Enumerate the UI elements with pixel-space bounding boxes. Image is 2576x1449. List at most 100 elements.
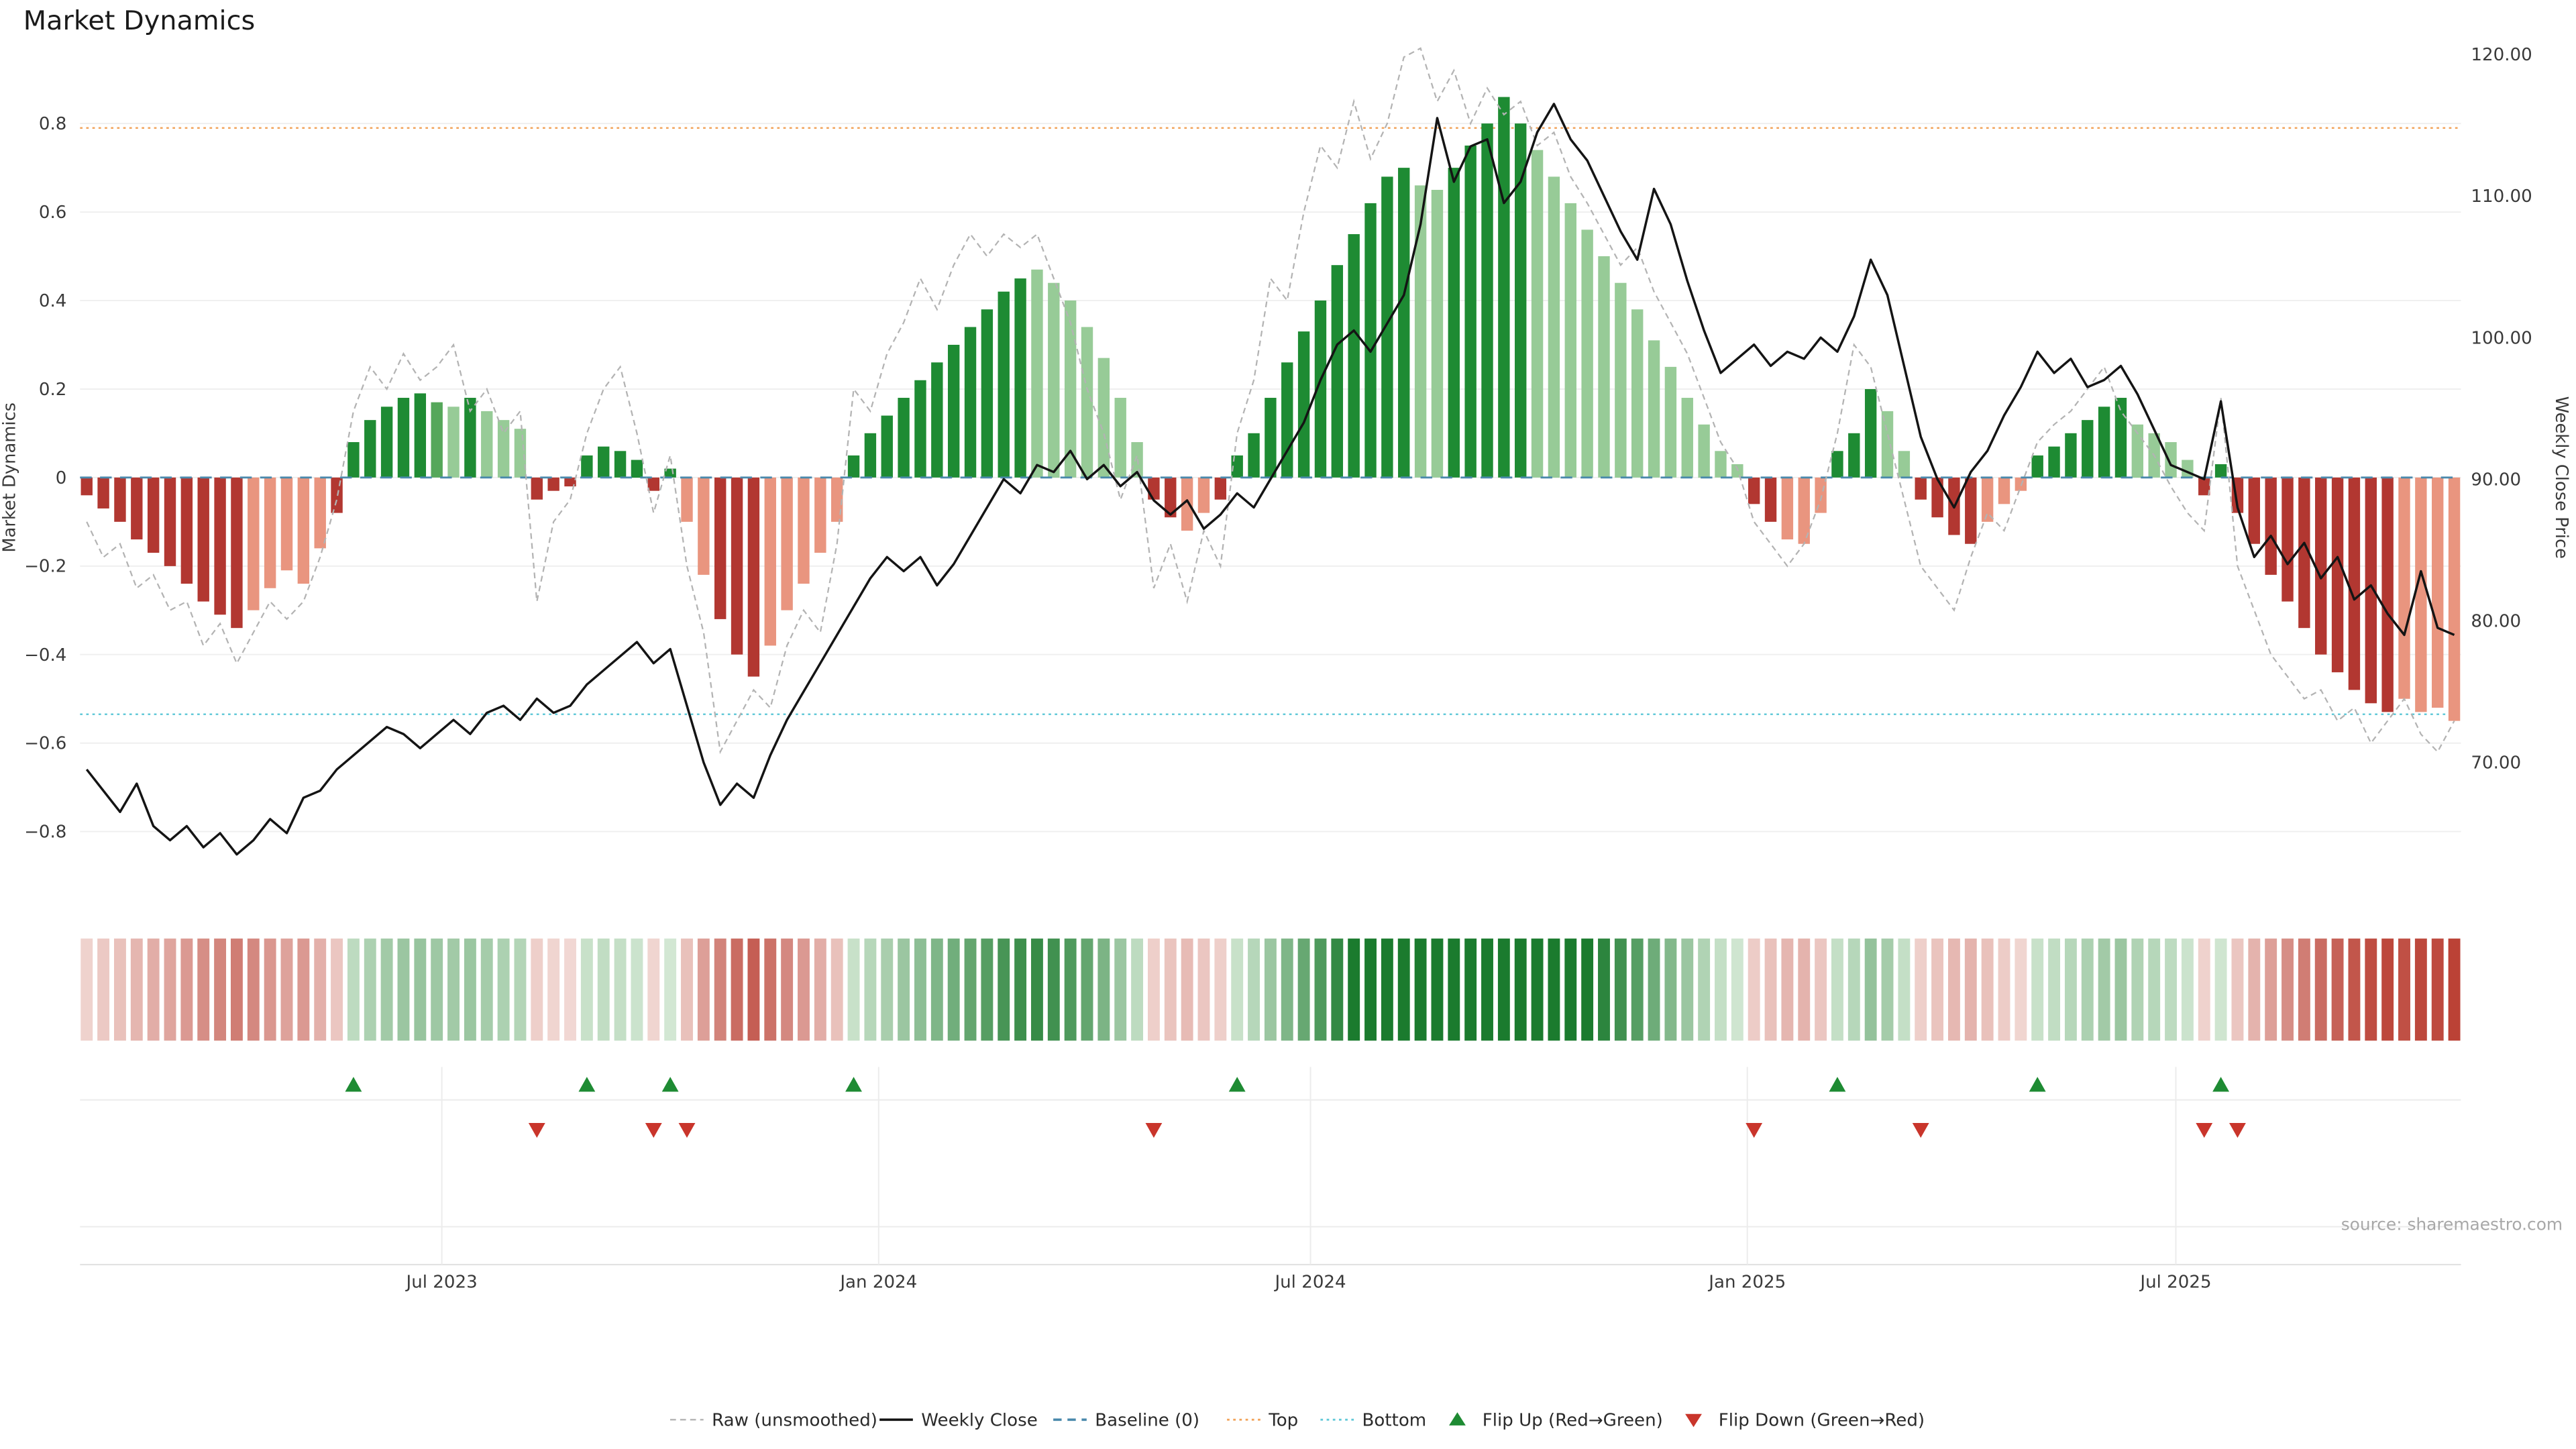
heatmap-cell [1915, 938, 1927, 1041]
heatmap-cell [814, 938, 826, 1041]
heatmap-cell [2348, 938, 2361, 1041]
dynamics-bar [80, 477, 93, 496]
dynamics-bar [314, 477, 326, 549]
line-series [85, 47, 2455, 856]
heatmap-cell [214, 938, 227, 1041]
dynamics-bar [1548, 176, 1560, 478]
heatmap-cell [1197, 938, 1210, 1041]
dynamics-bar [1414, 185, 1427, 478]
heatmap-cell [764, 938, 777, 1041]
heatmap-cell [631, 938, 643, 1041]
heatmap-cell [1564, 938, 1577, 1041]
heatmap-cell [480, 938, 493, 1041]
heatmap-cell [1998, 938, 2010, 1041]
dynamics-bar [1181, 477, 1193, 531]
heatmap-cell [2282, 938, 2294, 1041]
dynamics-bar [731, 477, 743, 655]
heatmap-cell [1664, 938, 1677, 1041]
legend-item: Baseline (0) [1053, 1411, 1199, 1431]
flip-up-marker [845, 1077, 862, 1092]
flip-down-marker [678, 1123, 696, 1138]
dynamics-bar [180, 477, 193, 584]
dynamics-bar [1965, 477, 1977, 544]
heatmap-cell [681, 938, 693, 1041]
heatmap-cell [1698, 938, 1711, 1041]
heatmap-cell [2331, 938, 2344, 1041]
legend-item: Flip Up (Red→Green) [1449, 1411, 1663, 1431]
dynamics-bar [1815, 477, 1827, 513]
raw-line [86, 47, 2455, 755]
left-tick-label: −0.8 [24, 822, 66, 843]
dynamics-bar [1464, 145, 1477, 478]
heatmap-cell [1047, 938, 1060, 1041]
page-title: Market Dynamics [23, 5, 255, 36]
dynamics-bar [1631, 309, 1644, 478]
dynamics-bar [2381, 477, 2394, 712]
dynamics-bar [2265, 477, 2277, 575]
dynamics-bar [1048, 282, 1060, 478]
heatmap-cell [331, 938, 343, 1041]
heatmap-cell [1331, 938, 1344, 1041]
flip-down-marker [1145, 1123, 1163, 1138]
dynamics-bar [497, 420, 510, 478]
heatmap-cell [280, 938, 293, 1041]
dynamics-bar [2031, 455, 2043, 478]
heatmap-cell [1598, 938, 1610, 1041]
dynamics-bar [2365, 477, 2377, 704]
heatmap-cell [1431, 938, 1444, 1041]
dynamics-bar [1915, 477, 1927, 500]
dynamics-bar [2398, 477, 2410, 699]
heatmap-cell [164, 938, 176, 1041]
dynamics-bar [414, 393, 427, 478]
flip-down-marker [2229, 1123, 2246, 1138]
heatmap-cell [1214, 938, 1227, 1041]
dynamics-bar [2114, 398, 2127, 478]
heatmap-cell [314, 938, 327, 1041]
heatmap-cell [731, 938, 743, 1041]
dynamics-bar [264, 477, 276, 588]
legend-item: Top [1227, 1411, 1298, 1431]
dynamics-bar [947, 344, 960, 478]
heatmap-cell [1030, 938, 1043, 1041]
legend-label: Baseline (0) [1095, 1411, 1199, 1431]
dynamics-bar [2432, 477, 2444, 708]
x-tick-label: Jan 2024 [839, 1273, 917, 1293]
heatmap-cell [247, 938, 260, 1041]
heatmap-cell [2214, 938, 2227, 1041]
heatmap-cell [1448, 938, 1460, 1041]
heatmap-cell [1364, 938, 1377, 1041]
dynamics-bar [1031, 269, 1043, 478]
dynamics-bar [1564, 203, 1576, 478]
legend-item: Weekly Close [879, 1411, 1038, 1431]
dynamics-bar [1831, 451, 1843, 478]
dynamics-bar [2415, 477, 2427, 712]
axis-tick-labels: 0.8 0.6 0.4 0.2 0 −0.2 −0.4 −0.6 −0.8 120.00 110.0… [24, 45, 2532, 1292]
dynamics-bar [598, 446, 610, 478]
heatmap-cell [80, 938, 93, 1041]
legend-label: Weekly Close [921, 1411, 1037, 1431]
flip-up-marker [1228, 1077, 1246, 1092]
dynamics-bar [1681, 398, 1693, 478]
dynamics-bar [1598, 256, 1610, 478]
heatmap-cell [2148, 938, 2161, 1041]
heatmap-cell [1898, 938, 1911, 1041]
dynamics-bar [1281, 362, 1293, 478]
heatmap-cell [1397, 938, 1410, 1041]
heatmap-cell [2015, 938, 2027, 1041]
dynamics-bar [1398, 168, 1410, 478]
heatmap-cell [697, 938, 710, 1041]
right-tick-label: 70.00 [2471, 753, 2521, 773]
heatmap-cell [297, 938, 310, 1041]
dynamics-bar [1764, 477, 1777, 522]
dynamics-bar [1248, 433, 1260, 478]
heatmap-cell [1748, 938, 1760, 1041]
heatmap-cell [414, 938, 427, 1041]
legend-item: Flip Down (Green→Red) [1685, 1411, 1925, 1431]
heatmap-cell [930, 938, 943, 1041]
heatmap-cell [2198, 938, 2210, 1041]
heatmap-cell [614, 938, 627, 1041]
heatmap-cell [1147, 938, 1160, 1041]
dynamics-bar [631, 460, 643, 478]
heatmap-cell [998, 938, 1010, 1041]
heatmap-cell [1181, 938, 1193, 1041]
